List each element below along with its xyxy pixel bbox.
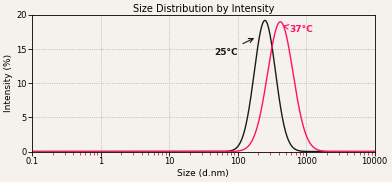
Y-axis label: Intensity (%): Intensity (%) [4, 54, 13, 112]
Text: 25°C: 25°C [214, 39, 253, 57]
Text: 37°C: 37°C [283, 25, 313, 34]
X-axis label: Size (d.nm): Size (d.nm) [178, 169, 229, 178]
Title: Size Distribution by Intensity: Size Distribution by Intensity [132, 4, 274, 14]
